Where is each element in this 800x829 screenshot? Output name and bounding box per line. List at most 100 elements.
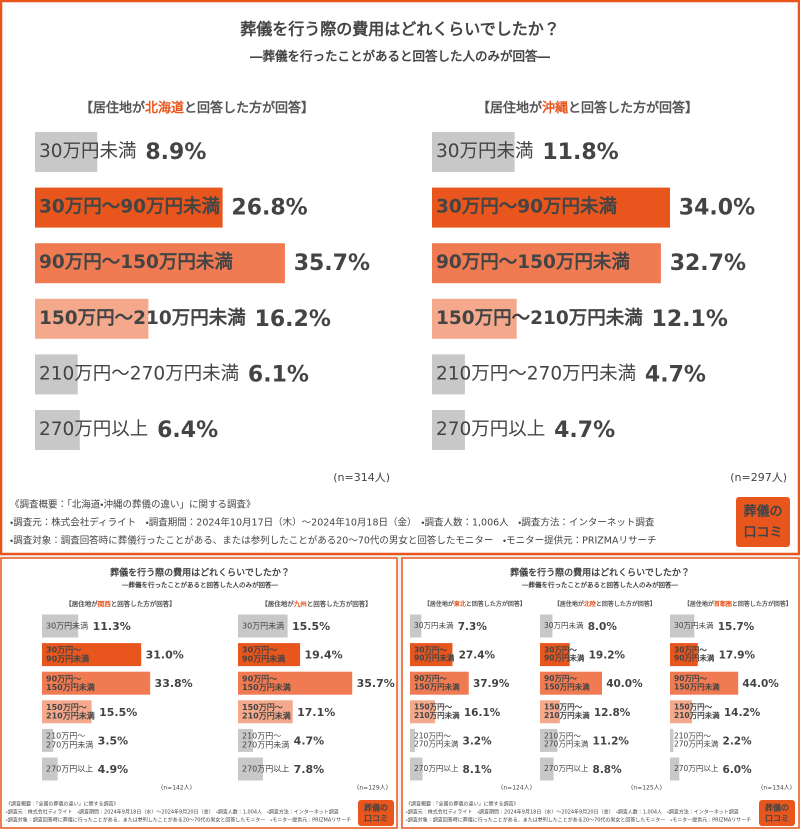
value-label: 8.0%: [588, 621, 618, 633]
survey-note: ・調査元：株式会社ディライト ・調査期間：2024年10月17日（木）～2024…: [10, 517, 655, 529]
category-label: 30万円～: [242, 646, 277, 655]
bar: [432, 410, 465, 450]
value-label: 4.7%: [554, 418, 615, 443]
category-label: 150万円～210万円未満: [436, 307, 643, 329]
category-label: 30万円～90万円未満: [39, 196, 220, 218]
value-label: 6.0%: [723, 764, 753, 776]
category-label: 210万円～270万円未満: [39, 363, 239, 384]
category-label: 210万円～: [544, 731, 581, 740]
category-label: 30万円未満: [436, 141, 534, 162]
category-label: 210万円～: [46, 732, 85, 741]
panel-subtitle: ―葬儀を行ったことがあると回答した人のみが回答―: [522, 580, 679, 589]
category-label: 270万円以上: [436, 419, 545, 440]
chart-header: 【居住地が沖縄と回答した方が回答】: [477, 100, 698, 116]
survey-note: ・調査元：株式会社ディライト ・調査期間：2024年9月18日（水）～2024年…: [6, 809, 339, 816]
category-label: 30万円未満: [46, 621, 88, 631]
value-label: 11.3%: [93, 620, 131, 633]
bar: [42, 757, 58, 781]
category-label: 210万円未満: [46, 711, 95, 721]
category-label: 90万円未満: [544, 653, 585, 663]
value-label: 27.4%: [459, 650, 496, 662]
chart-header-part: と回答した方が回答】: [596, 600, 656, 608]
value-label: 16.1%: [464, 707, 501, 719]
chart-header: 【居住地が九州と回答した方が回答】: [261, 599, 372, 608]
sample-size: (n=297人): [730, 471, 787, 484]
category-label: 270万円以上: [544, 764, 589, 773]
value-label: 12.8%: [594, 707, 631, 719]
panel-subtitle: ―葬儀を行ったことがあると回答した人のみが回答―: [250, 49, 551, 64]
survey-note: ・調査対象：調査回答時に葬儀行ったことがある、または参列したことがある20～70…: [10, 535, 656, 547]
bar: [42, 728, 54, 752]
value-label: 34.0%: [679, 196, 755, 221]
category-label: 150万円未満: [414, 681, 460, 691]
category-label: 270万円以上: [414, 764, 459, 773]
chart-header-part: 【居住地が: [80, 100, 145, 116]
category-label: 270万円未満: [544, 739, 589, 749]
bar: [670, 700, 693, 724]
bar-chart: 【居住地が東北と回答した方が回答】 30万円未満 7.3% 30万円～90万円未満 27…: [410, 600, 532, 792]
chart-header-part: 九州: [293, 599, 307, 608]
survey-note: ・調査対象：調査回答時に葬儀に行ったことがある、または参列したことがある20～7…: [406, 817, 751, 824]
sample-size: (n=314人): [333, 471, 390, 484]
survey-note: 《調査概要：「全国の葬儀の違い」に関する調査》: [6, 801, 119, 808]
category-label: 210万円～: [242, 732, 281, 741]
bar: [410, 728, 415, 752]
category-label: 90万円～150万円未満: [436, 251, 630, 273]
category-label: 90万円～: [544, 674, 577, 683]
sample-size: (n=125人): [631, 785, 662, 792]
value-label: 8.9%: [145, 140, 206, 165]
category-label: 30万円未満: [242, 621, 284, 631]
category-label: 30万円未満: [414, 620, 454, 630]
bar-chart: 【居住地が沖縄と回答した方が回答】 30万円未満 11.8% 30万円～90万円未満 3…: [432, 100, 787, 484]
category-label: 90万円～150万円未満: [39, 251, 233, 273]
value-label: 2.2%: [723, 735, 753, 747]
bar: [670, 757, 680, 781]
logo-box: [736, 497, 790, 547]
chart-header-part: 関西: [98, 599, 112, 608]
value-label: 7.8%: [294, 763, 325, 776]
bar: [670, 643, 698, 667]
chart-header: 【居住地が北陸と回答した方が回答】: [554, 600, 656, 608]
logo-text: 口コミ: [765, 814, 789, 823]
bar: [540, 700, 560, 724]
value-label: 3.2%: [463, 735, 493, 747]
bar: [35, 354, 78, 395]
value-label: 26.8%: [231, 196, 307, 221]
bar: [432, 132, 515, 172]
value-label: 33.8%: [155, 677, 193, 690]
bar-chart: 【居住地が首都圏と回答した方が回答】 30万円未満 15.7% 30万円～90万円未満…: [670, 600, 792, 792]
logo-box: [358, 800, 394, 826]
value-label: 11.2%: [593, 735, 630, 747]
bar: [42, 671, 151, 695]
survey-note: ・調査対象：調査回答時に葬儀に行ったことがある、または参列したことがある20～7…: [6, 817, 351, 824]
bar: [35, 243, 285, 284]
category-label: 150万円～: [46, 703, 87, 712]
category-label: 150万円～: [674, 703, 713, 712]
category-label: 150万円～210万円未満: [39, 307, 246, 329]
bar: [410, 671, 469, 695]
value-label: 15.5%: [99, 706, 137, 719]
chart-header-part: 【居住地が: [477, 100, 542, 116]
logo-box: [759, 800, 795, 826]
chart-header-part: 首都圏: [714, 600, 732, 608]
bar: [35, 132, 98, 172]
category-label: 210万円未満: [674, 710, 720, 720]
value-label: 14.2%: [724, 707, 761, 719]
chart-header-part: 【居住地が: [424, 600, 454, 608]
category-label: 90万円～: [242, 674, 277, 683]
chart-header-part: と回答した方が回答】: [184, 100, 314, 116]
category-label: 270万円未満: [414, 739, 459, 749]
value-label: 8.8%: [593, 764, 623, 776]
bar: [238, 671, 353, 695]
bar: [410, 700, 435, 724]
bar: [540, 757, 554, 781]
category-label: 90万円未満: [414, 653, 455, 663]
panel-title: 葬儀を行う際の費用はどれくらいでしたか？: [110, 567, 290, 579]
value-label: 40.0%: [606, 678, 643, 690]
value-label: 19.2%: [589, 650, 626, 662]
category-label: 270万円未満: [242, 739, 289, 749]
category-label: 90万円未満: [242, 654, 285, 664]
bar: [410, 757, 423, 781]
